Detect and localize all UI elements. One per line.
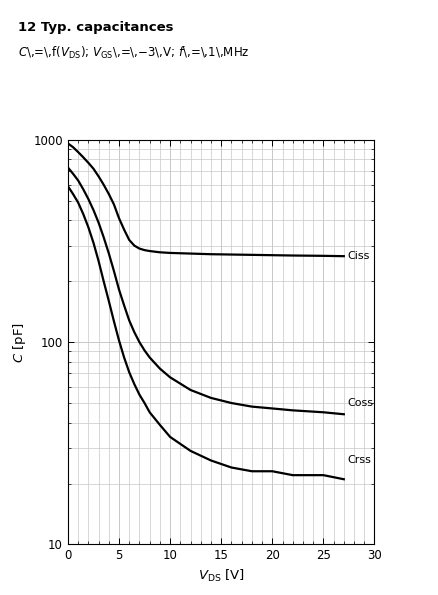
Text: Crss: Crss [347,456,371,465]
X-axis label: $V_\mathrm{DS}$ [V]: $V_\mathrm{DS}$ [V] [198,568,245,584]
Y-axis label: $C$ [pF]: $C$ [pF] [11,322,28,362]
Text: Ciss: Ciss [347,251,369,261]
Text: $C$\,=\,f($V_\mathrm{DS}$); $V_\mathrm{GS}$\,=\,−3\,V; $f$\,=\,1\,MHz: $C$\,=\,f($V_\mathrm{DS}$); $V_\mathrm{G… [18,45,249,61]
Text: Coss: Coss [347,398,373,408]
Text: 12 Typ. capacitances: 12 Typ. capacitances [18,21,173,34]
